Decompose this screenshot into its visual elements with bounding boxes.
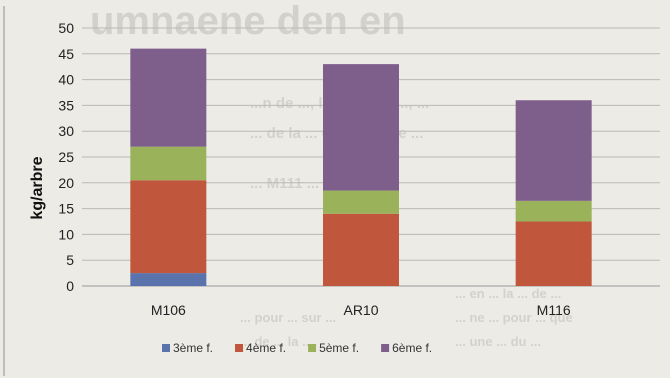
y-tick-label: 5 — [66, 252, 74, 268]
bleed-line: ... ne ... pour ... que — [455, 310, 573, 325]
bar-segment — [130, 48, 207, 147]
bleed-heading: umnaene den en — [90, 0, 406, 43]
y-tick-label: 30 — [58, 123, 74, 139]
legend: 3ème f. 4ème f. 5ème f. 6ème f. — [162, 341, 432, 355]
bar-segment — [515, 100, 592, 201]
y-tick-label: 45 — [58, 46, 74, 62]
bleed-line: ... une ... du ... — [455, 334, 541, 349]
x-tick-label: AR10 — [343, 302, 378, 318]
x-tick-label: M116 — [537, 302, 571, 318]
x-axis-ticks: M106 AR10 M116 — [151, 302, 571, 318]
bar-segment — [130, 180, 207, 274]
legend-swatch — [162, 344, 170, 352]
legend-swatch — [235, 344, 244, 352]
bleed-line: ... pour ... sur ... — [240, 310, 336, 325]
y-tick-label: 50 — [58, 20, 74, 36]
bleed-line: ... de ... la ... — [240, 334, 313, 349]
legend-swatch — [308, 344, 317, 352]
bar-segment — [323, 64, 399, 191]
bar-segment — [515, 200, 592, 222]
x-tick-label: M106 — [151, 302, 186, 318]
y-tick-label: 25 — [58, 149, 74, 165]
bar-segment — [130, 273, 207, 286]
y-tick-label: 40 — [58, 72, 74, 88]
y-axis-label: kg/arbre — [29, 156, 46, 219]
y-tick-label: 10 — [58, 226, 74, 242]
legend-swatch — [381, 344, 390, 352]
bar-segment — [323, 213, 399, 286]
bar-segment — [515, 221, 592, 286]
y-tick-label: 35 — [58, 97, 74, 113]
y-tick-label: 15 — [58, 201, 74, 217]
bars — [130, 48, 592, 286]
legend-label: 4ème f. — [246, 341, 286, 355]
y-tick-label: 0 — [66, 278, 74, 294]
y-axis-ticks: 0 5 10 15 20 25 30 35 40 45 50 — [58, 20, 74, 294]
bar-segment — [323, 190, 399, 214]
legend-label: 5ème f. — [319, 341, 359, 355]
legend-label: 6ème f. — [392, 341, 432, 355]
bleed-line: ... en ... la ... de ... — [455, 286, 561, 301]
y-tick-label: 20 — [58, 175, 74, 191]
bar-segment — [130, 146, 207, 181]
legend-label: 3ème f. — [173, 341, 213, 355]
